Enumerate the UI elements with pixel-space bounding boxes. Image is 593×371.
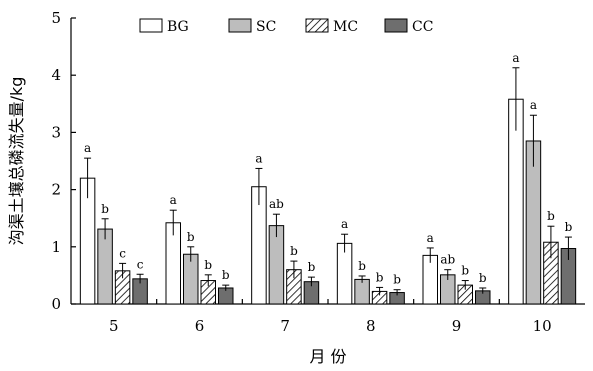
significance-label: b	[393, 273, 401, 287]
significance-label: b	[376, 270, 384, 284]
x-tick-label: 9	[452, 317, 462, 335]
significance-label: b	[547, 209, 555, 223]
significance-label: a	[255, 151, 262, 165]
y-tick-label: 4	[51, 66, 61, 84]
significance-label: b	[565, 220, 573, 234]
y-tick-label: 5	[51, 9, 61, 27]
x-tick-label: 7	[280, 317, 290, 335]
significance-label: b	[358, 259, 366, 273]
y-tick-label: 3	[51, 123, 61, 141]
significance-label: a	[170, 193, 177, 207]
significance-label: a	[427, 231, 434, 245]
legend-label-sc: SC	[256, 19, 276, 35]
x-tick-label: 5	[109, 317, 119, 335]
bar-sc-7	[268, 225, 285, 305]
x-axis-title: 月 份	[309, 347, 346, 366]
significance-label: b	[204, 258, 212, 272]
significance-label: b	[290, 244, 298, 258]
significance-label: b	[461, 264, 469, 278]
significance-label: ab	[269, 197, 284, 211]
significance-label: b	[479, 271, 487, 285]
significance-label: b	[222, 268, 230, 282]
significance-label: ab	[440, 253, 455, 267]
y-tick-label: 1	[51, 238, 61, 256]
significance-label: b	[308, 260, 316, 274]
x-tick-label: 8	[366, 317, 376, 335]
x-axis-ticks: 5 6 7 8 9 10	[109, 299, 552, 335]
y-tick-label: 2	[51, 181, 61, 199]
legend-swatch-bg	[139, 18, 163, 33]
x-tick-label: 10	[533, 317, 552, 335]
legend: BG SC MC CC	[139, 18, 433, 35]
x-tick-label: 6	[195, 317, 205, 335]
y-tick-label: 0	[51, 295, 61, 313]
significance-label: c	[119, 246, 126, 260]
legend-label-mc: MC	[333, 19, 358, 35]
legend-swatch-sc	[228, 18, 252, 33]
significance-label: a	[84, 141, 91, 155]
legend-swatch-mc	[305, 18, 329, 33]
significance-label: b	[187, 230, 195, 244]
y-axis-ticks: 0 1 2 3 4 5	[51, 9, 76, 313]
bar-sc-5	[97, 228, 113, 305]
legend-label-cc: CC	[412, 19, 433, 35]
significance-label: b	[101, 202, 109, 216]
significance-label: c	[137, 257, 144, 271]
significance-label: a	[341, 217, 348, 231]
legend-swatch-cc	[384, 18, 408, 33]
y-axis-title: 沟渠土壤总磷流失量/kg	[7, 77, 26, 246]
bar-sc-6	[183, 253, 199, 305]
significance-label: a	[512, 51, 519, 65]
bar-sc-8	[354, 278, 370, 305]
significance-label: a	[530, 98, 537, 112]
legend-label-bg: BG	[167, 19, 189, 35]
plot-area	[70, 18, 585, 305]
